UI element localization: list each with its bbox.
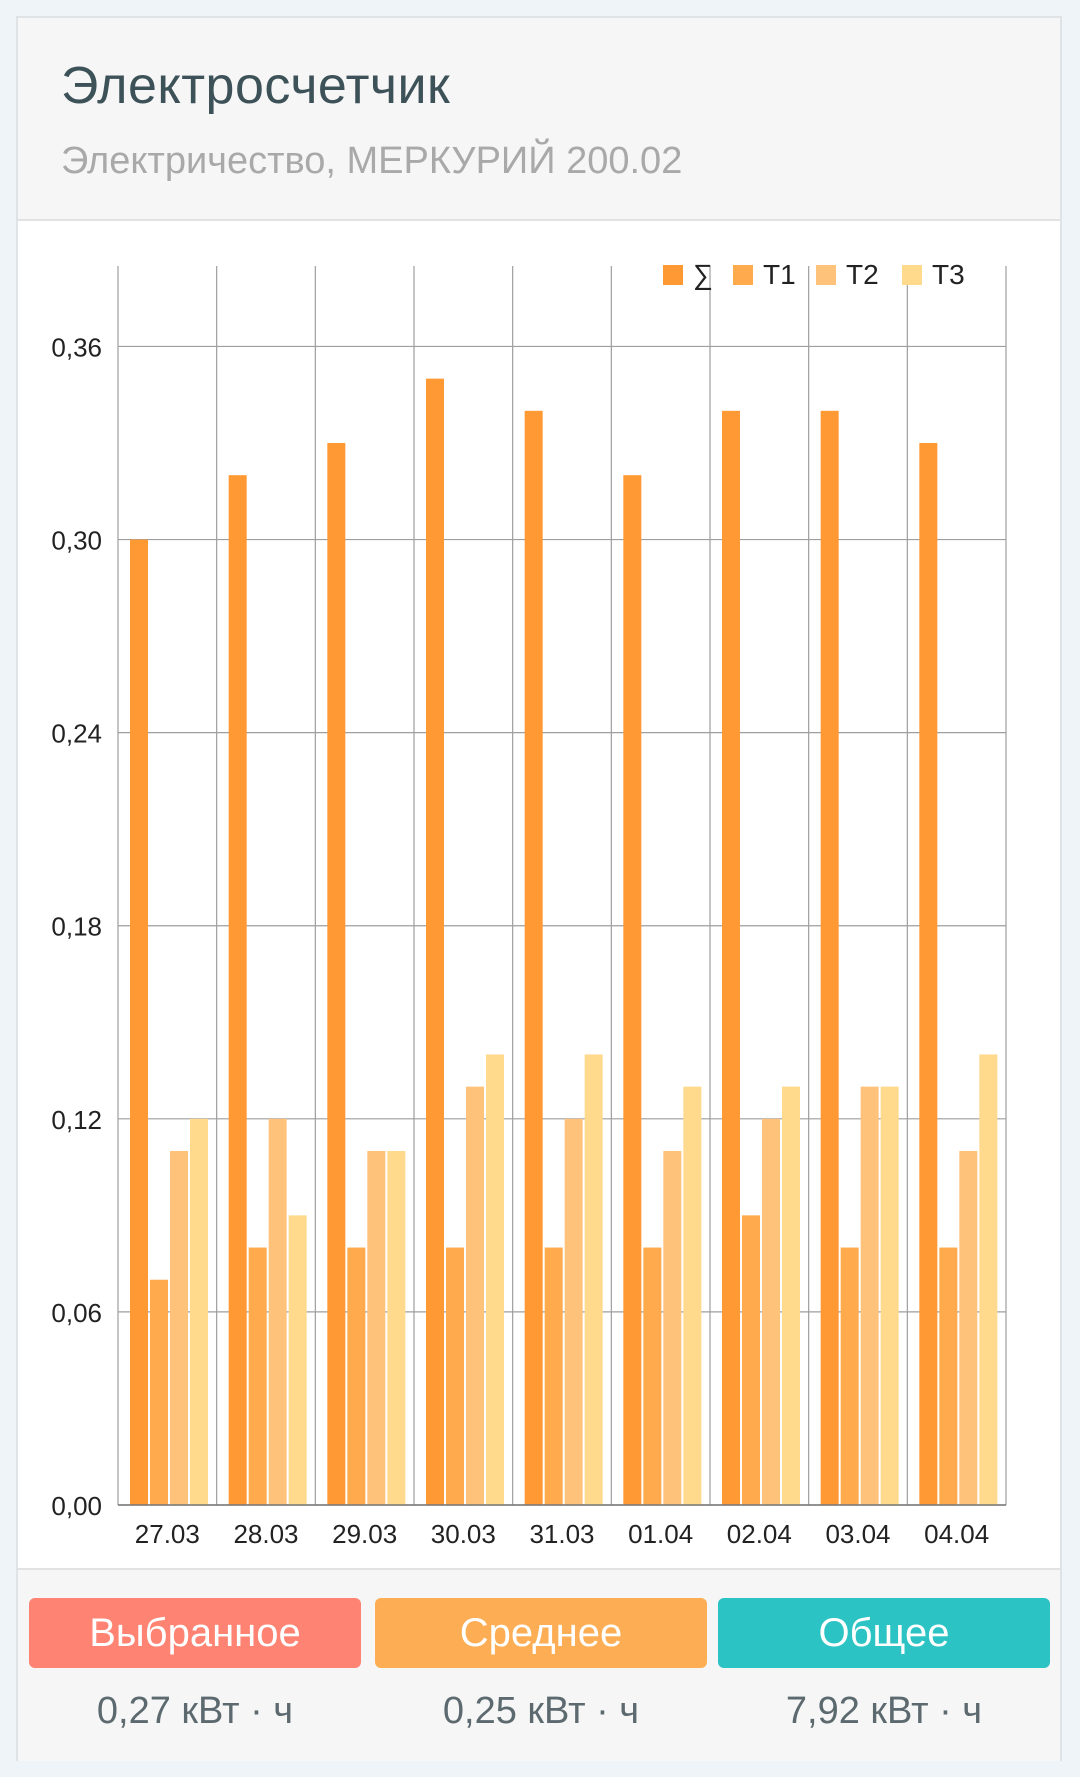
- x-tick-label: 03.04: [825, 1519, 890, 1549]
- bar-t3: [288, 1215, 307, 1505]
- page-title: Электросчетчик: [61, 57, 451, 115]
- legend-swatch: [816, 265, 836, 285]
- bar-sum: [228, 475, 247, 1505]
- bar-t2: [762, 1118, 780, 1505]
- legend-label: ∑: [693, 259, 713, 290]
- x-tick-label: 29.03: [332, 1519, 397, 1549]
- bar-t1: [248, 1247, 267, 1505]
- x-tick-label: 30.03: [431, 1519, 496, 1549]
- y-tick-label: 0,30: [51, 526, 102, 556]
- consumption-chart[interactable]: 0,00 0,06 0,12 0,18 0,24 0,30 0,36 27.03 28.03 29…: [18, 221, 1060, 1571]
- bar-t2: [367, 1151, 386, 1505]
- y-tick-label: 0,00: [51, 1491, 102, 1521]
- y-tick-label: 0,12: [51, 1105, 102, 1135]
- bar-sum: [524, 410, 543, 1506]
- bar-t3: [782, 1086, 800, 1505]
- legend-label: T2: [846, 259, 879, 290]
- bar-t3: [979, 1054, 998, 1505]
- bar-sum: [919, 443, 938, 1505]
- bar-t3: [387, 1151, 406, 1505]
- stat-average: Среднее 0,25 кВт · ч: [375, 1598, 707, 1733]
- bar-t2: [268, 1118, 287, 1505]
- bar-t1: [840, 1247, 859, 1505]
- bar-t2: [466, 1086, 484, 1505]
- y-tick-label: 0,06: [51, 1298, 102, 1328]
- x-tick-label: 27.03: [135, 1519, 200, 1549]
- bar-t1: [742, 1215, 760, 1505]
- selected-button[interactable]: Выбранное: [29, 1598, 361, 1668]
- bar-t3: [584, 1054, 603, 1505]
- bar-sum: [623, 475, 642, 1505]
- legend-swatch: [663, 265, 683, 285]
- average-value: 0,25 кВт · ч: [442, 1690, 640, 1732]
- bar-t2: [959, 1151, 978, 1505]
- legend-swatch: [902, 265, 922, 285]
- stats-footer: Выбранное 0,27 кВт · ч Среднее 0,25 кВт …: [18, 1568, 1060, 1761]
- y-tick-label: 0,36: [51, 332, 102, 362]
- x-tick-label: 02.04: [727, 1519, 792, 1549]
- legend-label: T1: [763, 259, 796, 290]
- bar-t1: [939, 1247, 958, 1505]
- legend-swatch: [733, 265, 753, 285]
- bar-t3: [190, 1118, 208, 1505]
- x-tick-label: 04.04: [924, 1519, 989, 1549]
- bar-t2: [564, 1118, 583, 1505]
- y-tick-label: 0,18: [51, 912, 102, 942]
- x-tick-label: 01.04: [628, 1519, 693, 1549]
- bar-t3: [683, 1086, 702, 1505]
- bar-t2: [663, 1151, 682, 1505]
- legend-label: T3: [932, 259, 965, 290]
- page-subtitle: Электричество, МЕРКУРИЙ 200.02: [61, 140, 683, 182]
- bar-sum: [130, 539, 148, 1505]
- bar-sum: [426, 378, 444, 1505]
- bar-t1: [544, 1247, 563, 1505]
- bar-t3: [486, 1054, 504, 1505]
- average-button[interactable]: Среднее: [375, 1598, 707, 1668]
- bar-t1: [150, 1279, 168, 1505]
- selected-value: 0,27 кВт · ч: [96, 1690, 294, 1732]
- stat-selected: Выбранное 0,27 кВт · ч: [29, 1598, 361, 1733]
- bar-t3: [880, 1086, 899, 1505]
- total-button[interactable]: Общее: [718, 1598, 1050, 1668]
- bar-sum: [820, 410, 839, 1506]
- bar-t2: [170, 1151, 188, 1505]
- bar-t2: [860, 1086, 879, 1505]
- chart-svg: 0,00 0,06 0,12 0,18 0,24 0,30 0,36 27.03 28.03 29…: [51, 259, 1007, 1549]
- bar-sum: [327, 443, 346, 1505]
- x-tick-label: 31.03: [529, 1519, 594, 1549]
- bar-t1: [347, 1247, 366, 1505]
- y-tick-label: 0,24: [51, 719, 102, 749]
- bar-sum: [722, 410, 740, 1506]
- meter-card: Электросчетчик Электричество, МЕРКУРИЙ 2…: [16, 16, 1062, 1761]
- stat-total: Общее 7,92 кВт · ч: [718, 1598, 1050, 1733]
- bar-t1: [643, 1247, 662, 1505]
- card-header: Электросчетчик Электричество, МЕРКУРИЙ 2…: [18, 18, 1060, 221]
- bar-t1: [446, 1247, 464, 1505]
- x-tick-label: 28.03: [233, 1519, 298, 1549]
- total-value: 7,92 кВт · ч: [785, 1690, 983, 1732]
